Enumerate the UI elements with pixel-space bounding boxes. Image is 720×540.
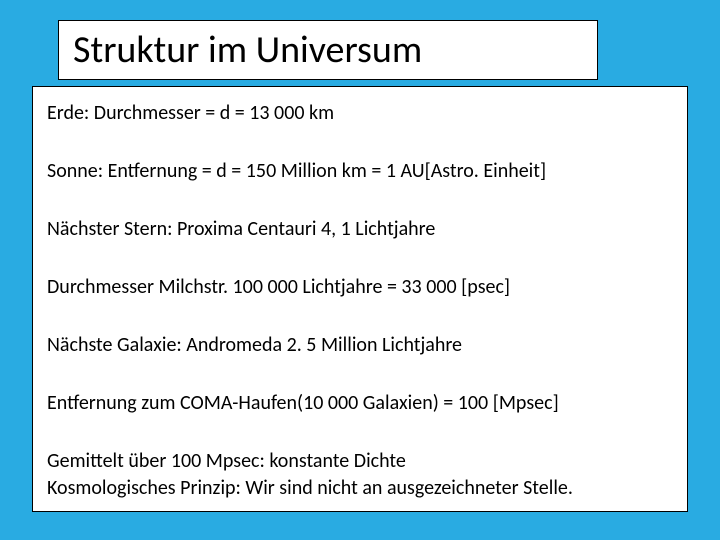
content-line-3: Nächster Stern: Proxima Centauri 4, 1 Li… [47,217,673,242]
content-line-7: Gemittelt über 100 Mpsec: konstante Dich… [47,449,673,501]
text-line: Kosmologisches Prinzip: Wir sind nicht a… [47,476,673,501]
content-line-5: Nächste Galaxie: Andromeda 2. 5 Million … [47,333,673,358]
text-line: Durchmesser Milchstr. 100 000 Lichtjahre… [47,275,673,300]
content-box: Erde: Durchmesser = d = 13 000 km Sonne:… [32,86,688,512]
text-line: Sonne: Entfernung = d = 150 Million km =… [47,159,673,184]
text-line: Erde: Durchmesser = d = 13 000 km [47,101,673,126]
content-line-4: Durchmesser Milchstr. 100 000 Lichtjahre… [47,275,673,300]
content-line-6: Entfernung zum COMA-Haufen(10 000 Galaxi… [47,391,673,416]
title-box: Struktur im Universum [58,20,598,80]
text-line: Gemittelt über 100 Mpsec: konstante Dich… [47,449,673,474]
text-line: Nächster Stern: Proxima Centauri 4, 1 Li… [47,217,673,242]
text-line: Entfernung zum COMA-Haufen(10 000 Galaxi… [47,391,673,416]
slide-title: Struktur im Universum [73,27,422,73]
content-line-2: Sonne: Entfernung = d = 150 Million km =… [47,159,673,184]
text-line: Nächste Galaxie: Andromeda 2. 5 Million … [47,333,673,358]
content-line-1: Erde: Durchmesser = d = 13 000 km [47,101,673,126]
